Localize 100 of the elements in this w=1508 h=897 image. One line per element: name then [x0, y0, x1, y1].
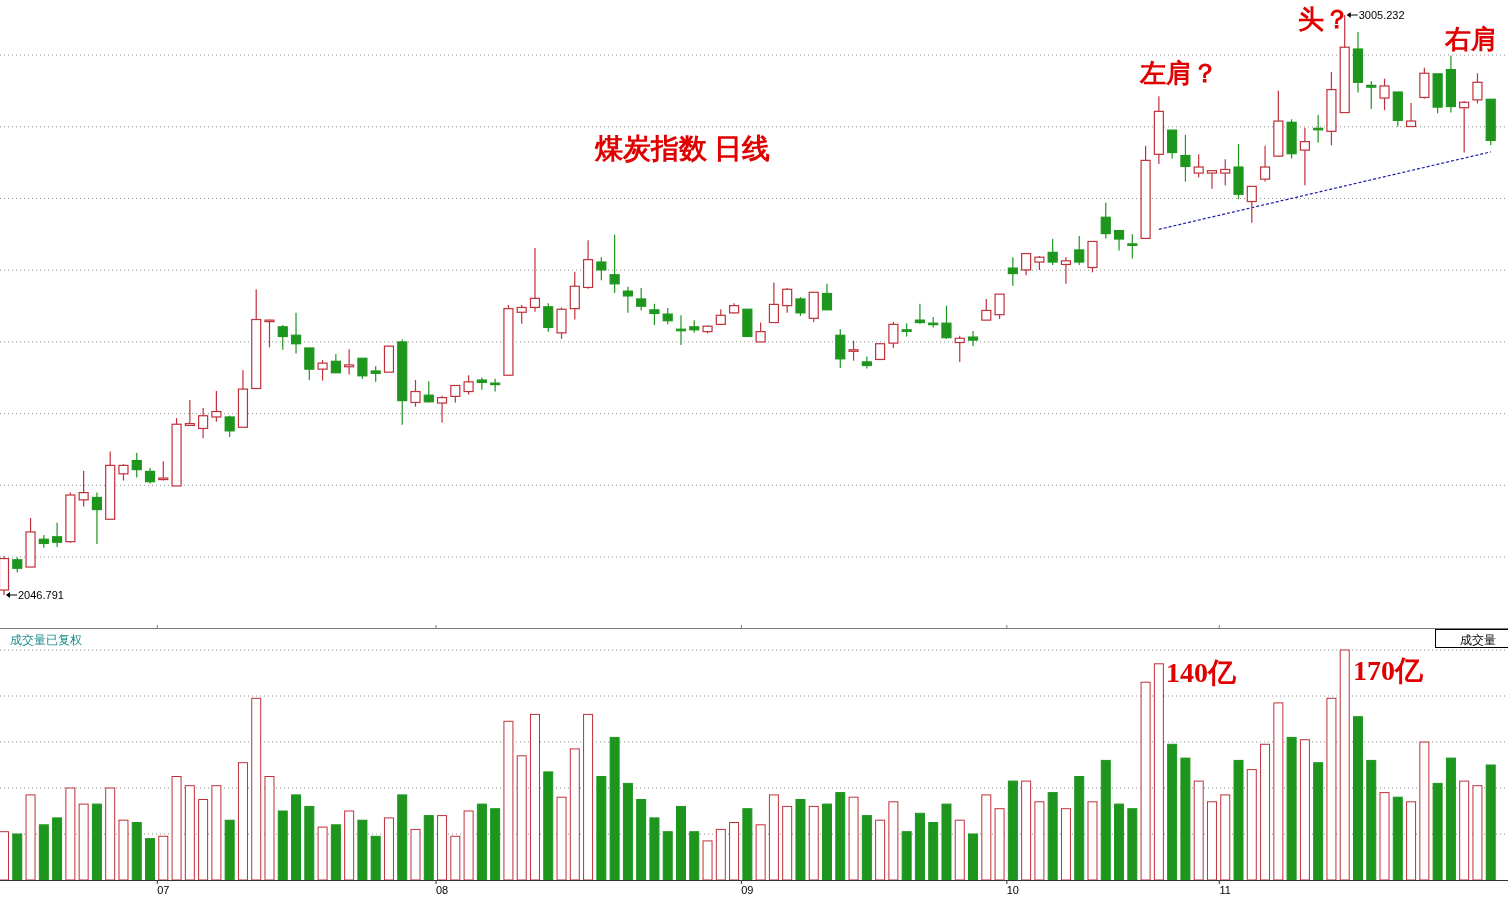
bar: [888, 801, 899, 881]
bar: [968, 833, 979, 881]
x-tick-label: 09: [741, 884, 754, 896]
bar: [38, 824, 49, 881]
bar: [768, 794, 779, 881]
bar: [1379, 792, 1390, 881]
bar: [1392, 796, 1403, 881]
bar: [1140, 681, 1151, 881]
bar: [211, 785, 222, 881]
bar: [1074, 776, 1085, 881]
x-tick-label: 11: [1219, 884, 1231, 896]
bar: [1206, 801, 1217, 881]
annotation: 170亿: [1353, 655, 1424, 686]
bar: [1352, 716, 1363, 881]
bar: [636, 799, 647, 881]
bar: [1087, 801, 1098, 881]
bar: [994, 808, 1005, 881]
bar: [1432, 782, 1443, 881]
bar: [12, 833, 23, 881]
bar: [25, 794, 36, 881]
bar: [861, 815, 872, 881]
bar: [1114, 803, 1125, 881]
text: 成交量: [1460, 633, 1496, 647]
bar: [410, 828, 421, 881]
bar: [729, 822, 740, 881]
annotation: 头？: [1298, 5, 1350, 34]
annotation: 3005.232: [1358, 9, 1405, 21]
bar: [782, 805, 793, 881]
annotation: 2046.791: [18, 589, 64, 601]
bar: [344, 810, 355, 881]
bar: [383, 817, 394, 881]
bar: [304, 805, 315, 881]
bar: [1472, 785, 1483, 881]
bar: [317, 826, 328, 881]
bar: [158, 835, 169, 881]
bar: [52, 817, 63, 881]
bar: [1100, 759, 1111, 881]
bar: [105, 787, 116, 881]
bar: [1445, 757, 1456, 881]
bar: [503, 720, 514, 881]
bar: [755, 824, 766, 881]
x-tick-label: 10: [1006, 884, 1019, 896]
text: 煤炭指数 日线: [594, 133, 770, 164]
bar: [808, 805, 819, 881]
annotation: 右肩: [1444, 25, 1497, 54]
bar: [1286, 736, 1297, 881]
bar: [928, 822, 939, 881]
bar: [1299, 739, 1310, 881]
bar: [516, 755, 527, 881]
chart-title: 成交量已复权: [10, 633, 82, 647]
bar: [649, 817, 660, 881]
bar: [662, 831, 673, 881]
bar: [490, 808, 501, 881]
bar: [981, 794, 992, 881]
bar: [1021, 780, 1032, 881]
bar: [702, 840, 713, 881]
bar: [450, 835, 461, 881]
bar: [914, 812, 925, 881]
x-tick-label: 07: [157, 884, 170, 896]
bar: [476, 803, 487, 881]
bar: [954, 819, 965, 881]
bar: [583, 713, 594, 881]
bar: [1313, 762, 1324, 881]
bar: [251, 697, 262, 881]
bar: [277, 810, 288, 881]
bar: [78, 803, 89, 881]
x-tick-label: 08: [435, 884, 449, 896]
bar: [1220, 794, 1231, 881]
bar: [1233, 759, 1244, 881]
bar: [437, 815, 448, 881]
bar: [675, 805, 686, 881]
bar: [291, 794, 302, 881]
bar: [596, 776, 607, 881]
bar: [237, 762, 248, 881]
bar: [330, 824, 341, 881]
bar: [463, 810, 474, 881]
bar: [1180, 757, 1191, 881]
bar: [131, 822, 142, 881]
bar: [1193, 780, 1204, 881]
annotation: 140亿: [1166, 657, 1237, 688]
bar: [875, 819, 886, 881]
bar: [1246, 769, 1257, 881]
bar: [609, 736, 620, 881]
bar: [1060, 808, 1071, 881]
bar: [198, 799, 209, 881]
bar: [423, 815, 434, 881]
bar: [1326, 697, 1337, 881]
bar: [1034, 801, 1045, 881]
bar: [689, 831, 700, 881]
bar: [822, 803, 833, 881]
bar: [835, 792, 846, 881]
annotation: 左肩？: [1139, 59, 1218, 88]
bar: [941, 803, 952, 881]
bar: [1366, 759, 1377, 881]
bar: [1007, 780, 1018, 881]
bar: [795, 799, 806, 881]
bar: [370, 835, 381, 881]
bar: [529, 713, 540, 881]
bar: [0, 831, 9, 881]
bar: [1167, 743, 1178, 881]
